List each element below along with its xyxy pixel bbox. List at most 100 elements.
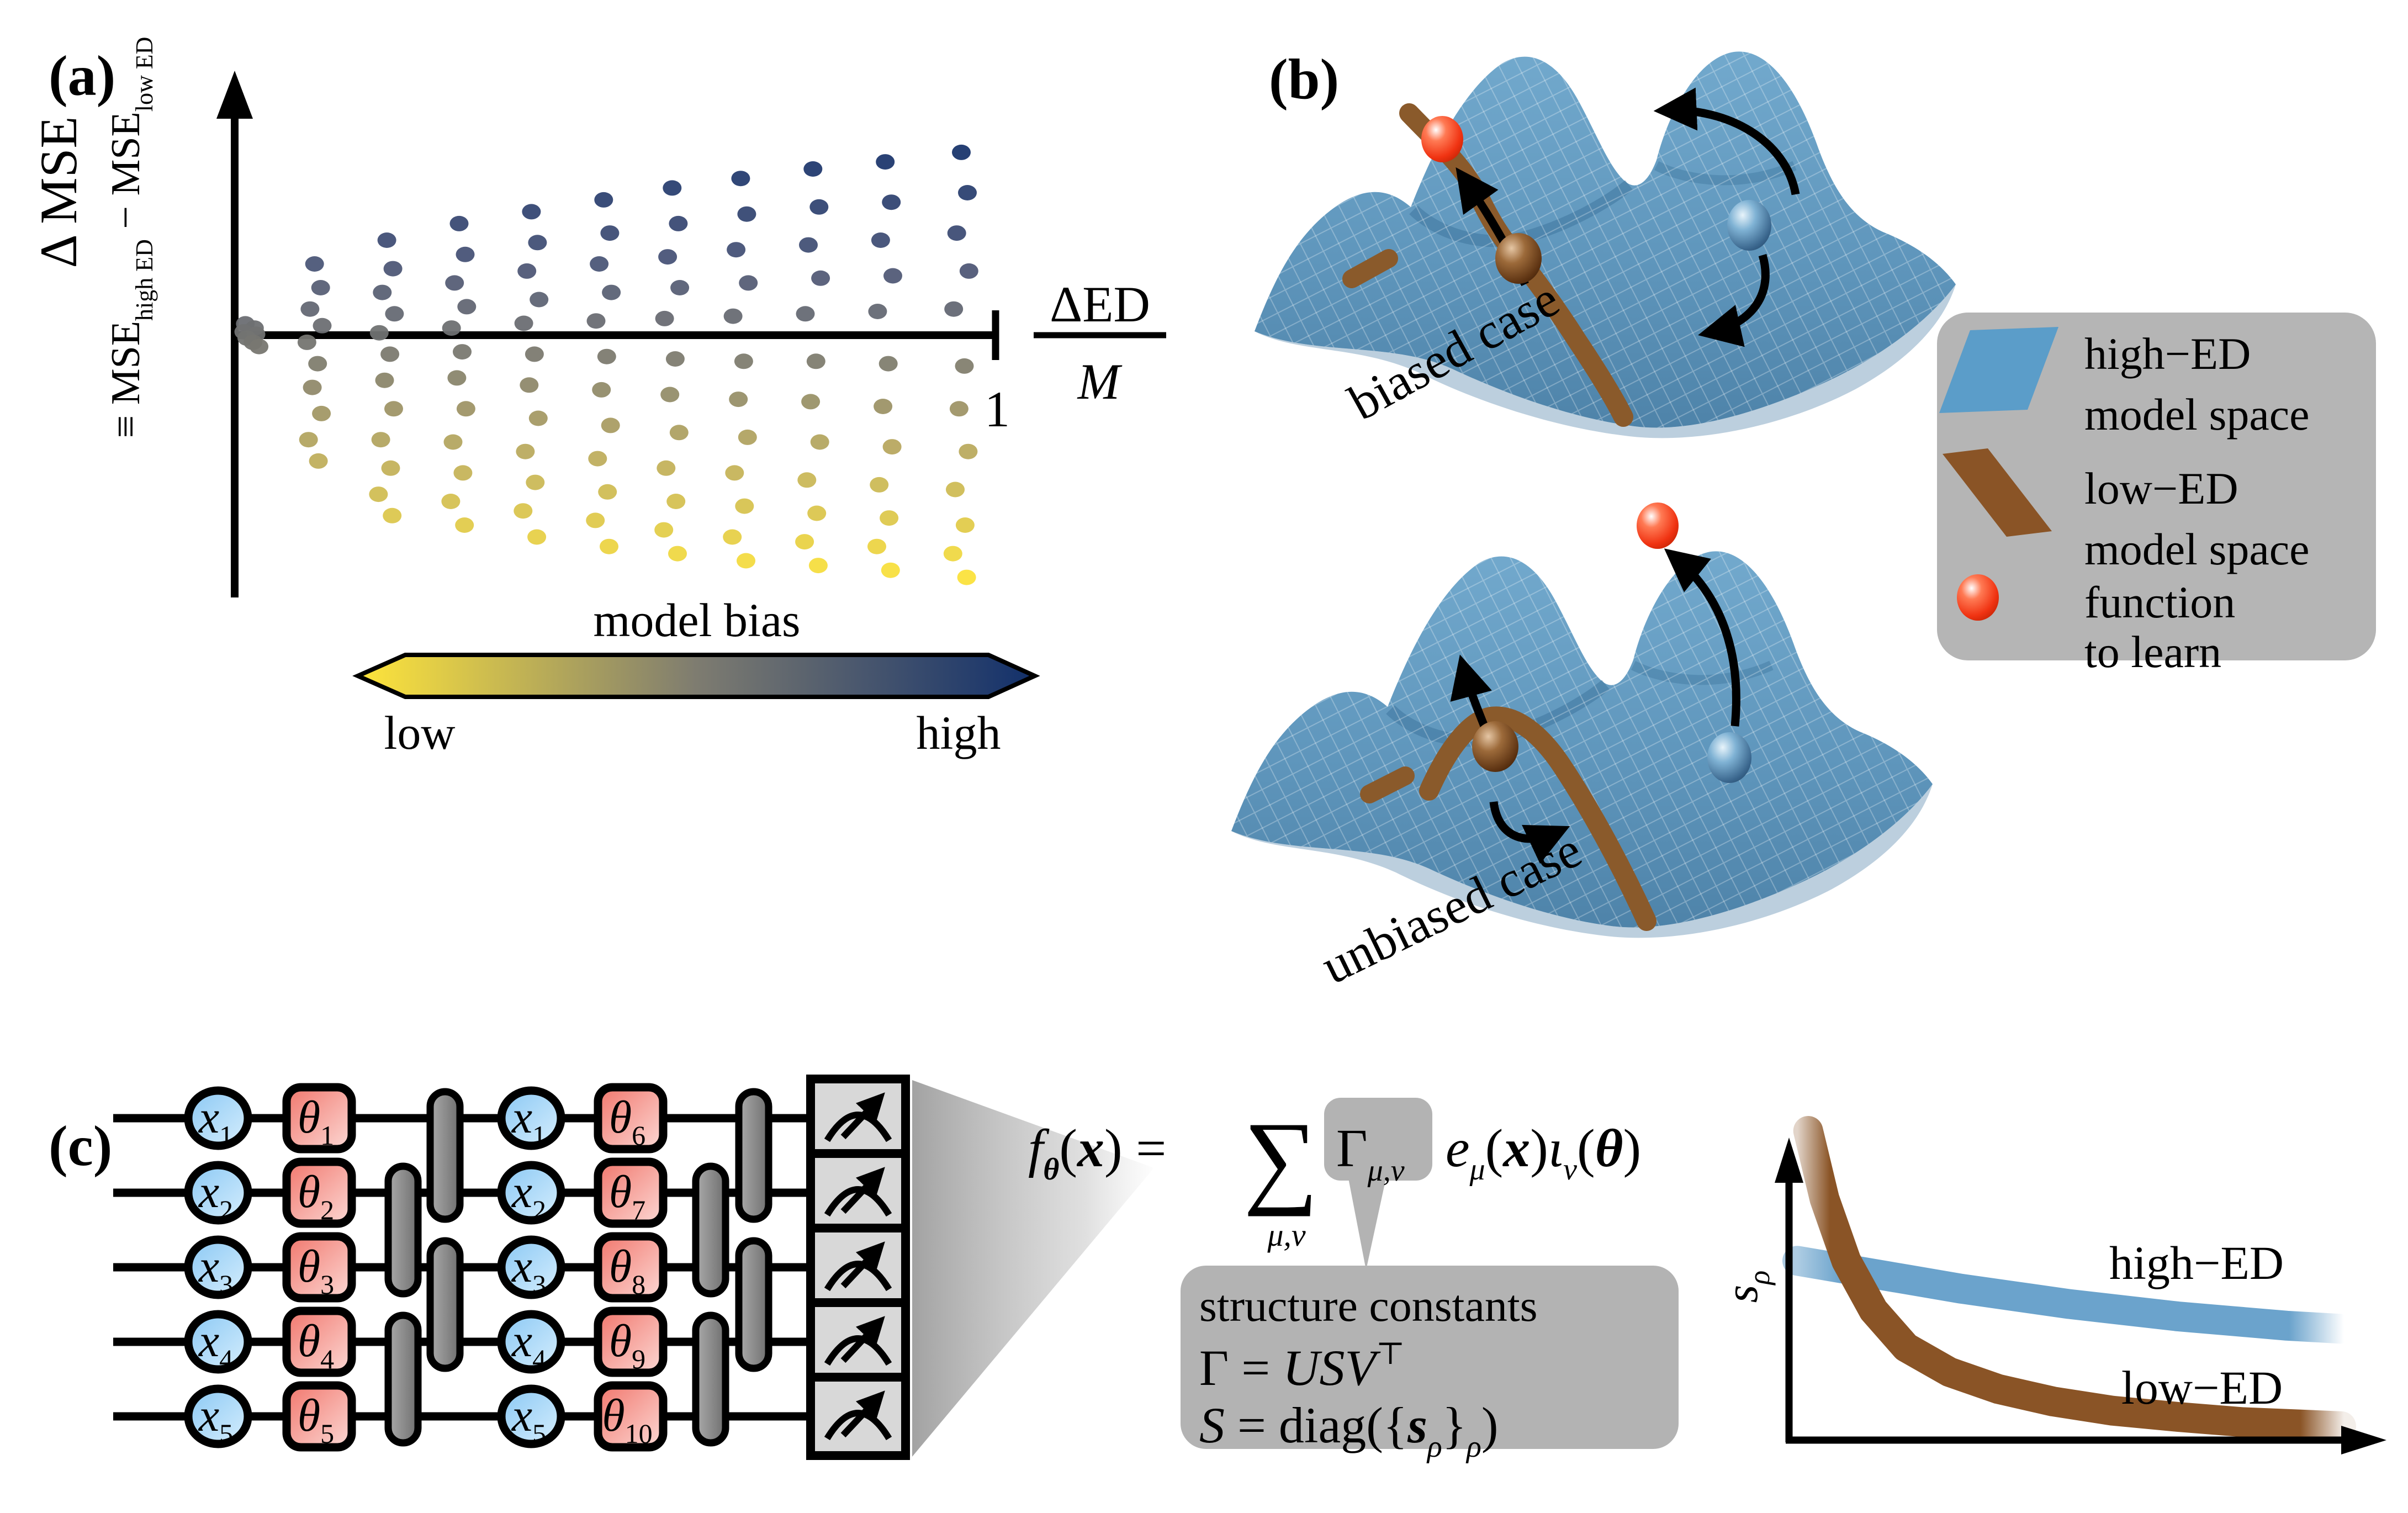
unbiased-landscape: unbiased case <box>1231 551 1933 994</box>
gate-label: x4 <box>198 1315 233 1374</box>
structure-constants-box: structure constants Γ = USV⊤ S = diag({s… <box>1181 1266 1679 1464</box>
scatter-point <box>528 235 547 251</box>
data-encoding-gate <box>497 1384 565 1448</box>
search-arrow-upper <box>1653 87 1800 195</box>
sum-symbol: ∑ <box>1243 1101 1318 1217</box>
panel-b: (b) biased case unbiased case <box>1231 47 2376 994</box>
data-encoding-gate <box>497 1310 565 1374</box>
gate-label: θ1 <box>298 1092 334 1151</box>
scatter-point <box>457 299 477 315</box>
scatter-point <box>383 507 402 523</box>
curve-low-ed <box>1793 1116 2356 1441</box>
scatter-point <box>250 338 269 355</box>
scatter-point <box>669 215 688 231</box>
scatter-point <box>588 451 607 467</box>
scatter-point <box>592 382 611 398</box>
scatter-point <box>810 434 829 450</box>
rotation-gate <box>282 1157 356 1228</box>
scatter-point <box>516 443 535 459</box>
target-function-ball-floating <box>1637 502 1679 549</box>
scatter-point <box>297 334 316 350</box>
scatter-point <box>880 510 899 526</box>
legend-item-1-line-1: high−ED <box>2084 329 2251 379</box>
scatter-point <box>882 439 902 455</box>
scatter-point <box>600 538 618 554</box>
scatter-point <box>443 434 463 450</box>
colorbar-high-label: high <box>917 706 1001 759</box>
scatter-point <box>959 443 978 459</box>
scatter-point <box>876 154 895 170</box>
scatter-point <box>299 432 318 448</box>
scatter-point <box>602 284 621 300</box>
ribbon-arrow-curl <box>1489 801 1570 864</box>
biased-landscape: biased case <box>1255 51 1956 438</box>
scatter-point <box>449 215 469 231</box>
scatter-point <box>871 232 890 248</box>
scatter-point <box>808 558 828 574</box>
rotation-gate <box>282 1232 356 1303</box>
scatter-point <box>303 379 322 395</box>
scatter-point <box>725 465 744 481</box>
low-ed-space-icon <box>1943 448 2052 537</box>
gate-label: θ5 <box>298 1390 334 1449</box>
scatter-point <box>590 256 609 272</box>
search-arrow-lower <box>1698 253 1770 347</box>
gamma-term: Γμ,ν <box>1336 1119 1405 1188</box>
low-ed-model-ball-2 <box>1472 721 1518 772</box>
scatter-point <box>735 498 754 514</box>
meter-needle-icon <box>840 1390 885 1438</box>
scatter-point <box>958 185 977 200</box>
scatter-point <box>445 275 464 291</box>
scatter-point <box>375 372 394 388</box>
scatter-point <box>527 529 547 545</box>
target-function-ball <box>1421 116 1463 162</box>
gate-label: θ3 <box>298 1241 334 1300</box>
entangling-gate <box>692 1311 729 1447</box>
scatter-point <box>670 280 690 295</box>
gate-label: x3 <box>511 1241 546 1300</box>
structure-box-title: structure constants <box>1199 1281 1538 1331</box>
scatter-point <box>946 482 965 498</box>
scatter-point <box>944 301 964 317</box>
x-tick-label: 1 <box>985 381 1010 437</box>
legend: high−ED model space low−ED model space f… <box>1937 313 2376 677</box>
equation-rhs: eμ(x)ιν(θ) <box>1446 1119 1641 1187</box>
gamma-callout-tail <box>1348 1178 1386 1270</box>
scatter-point <box>305 256 324 272</box>
mini-x-arrowhead <box>2341 1426 2386 1454</box>
data-encoding-gate <box>184 1235 252 1299</box>
scatter-point <box>308 356 327 372</box>
scatter-point <box>870 477 889 493</box>
scatter-point <box>957 569 976 585</box>
entangling-gate <box>735 1237 772 1372</box>
scatter-point <box>597 348 616 364</box>
y-axis-title-main: Δ MSE <box>29 117 88 268</box>
scatter-point <box>373 284 392 300</box>
data-encoding-gate <box>497 1235 565 1299</box>
data-encoding-gate <box>184 1310 252 1374</box>
scatter-point <box>525 346 544 362</box>
rotation-gate <box>594 1306 668 1377</box>
rotation-gate <box>594 1232 668 1303</box>
fraction-numerator: ΔED <box>1050 276 1150 332</box>
scatter-point <box>803 161 823 177</box>
legend-item-2-line-2: model space <box>2084 524 2310 574</box>
function-to-learn-icon <box>1957 574 1999 621</box>
scatter-point <box>369 486 388 502</box>
scatter-point <box>799 237 818 253</box>
scatter-point <box>598 484 617 500</box>
mini-y-arrowhead <box>1775 1138 1803 1183</box>
singular-values-plot: sρ high−ED low−ED <box>1716 1116 2386 1454</box>
rotation-gate <box>282 1083 356 1154</box>
scatter-point <box>385 306 404 322</box>
scatter-point <box>520 377 539 393</box>
scatter-point <box>453 344 472 360</box>
scatter-point <box>959 263 978 279</box>
scatter-point <box>601 417 620 433</box>
scatter-point <box>807 505 827 521</box>
entangling-gate <box>426 1237 464 1372</box>
low-ed-path-stub-2 <box>1360 766 1415 803</box>
entangling-gate <box>735 1088 772 1223</box>
scatter-point <box>514 315 533 331</box>
colorbar-gradient-arrow <box>352 653 1040 699</box>
